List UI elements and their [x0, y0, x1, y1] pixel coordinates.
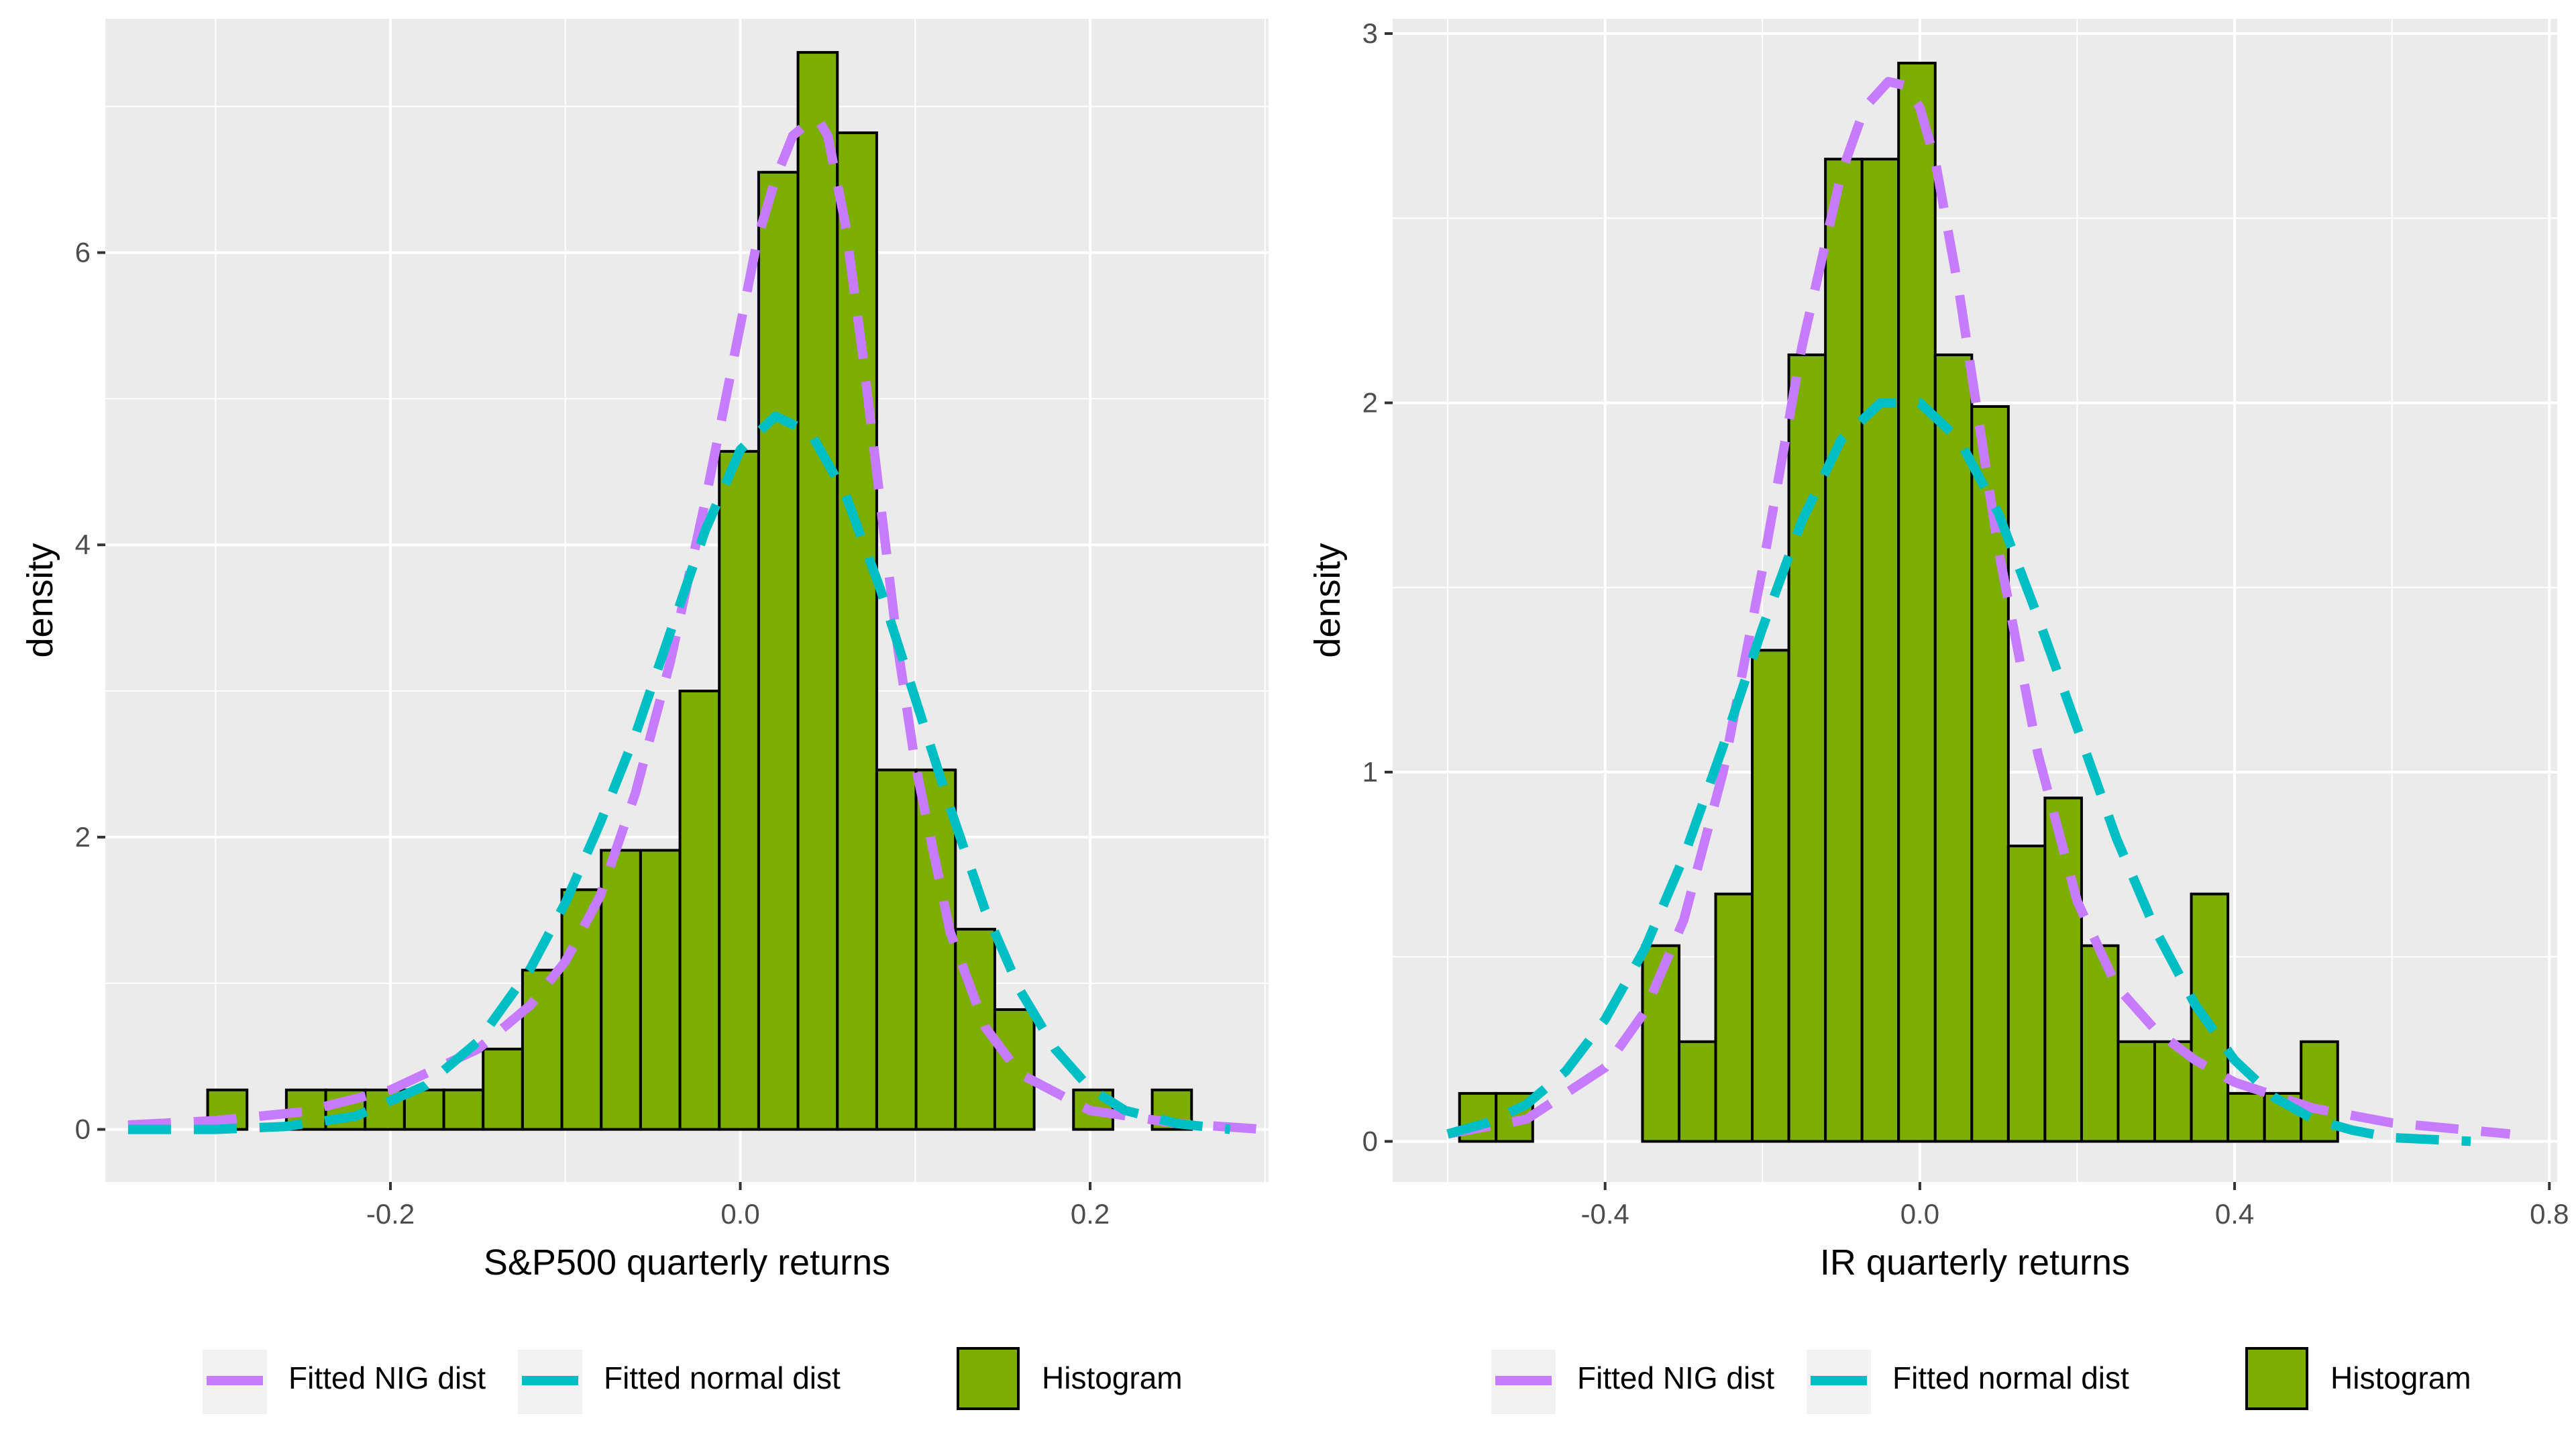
right-legend-histogram-swatch: [2245, 1347, 2308, 1410]
x-tick-label: 0.4: [2215, 1198, 2254, 1230]
left-legend-nig-label: Fitted NIG dist: [288, 1360, 486, 1395]
y-tick-label: 6: [75, 237, 91, 268]
histogram-bar: [1677, 1040, 1717, 1143]
histogram-bar: [1897, 62, 1937, 1143]
histogram-bar: [796, 51, 839, 1131]
nig-density-curve: [127, 116, 1266, 1134]
y-tick-label: 2: [75, 821, 91, 853]
left-chart: 0 2 4 6 -0.2 0.0 0.2 S&P500 quarterly returns…: [20, 19, 1269, 1414]
histogram-bar: [600, 849, 642, 1131]
left-legend-histogram-swatch: [957, 1347, 1020, 1410]
x-tick-label: 0.0: [720, 1198, 759, 1230]
left-y-axis-title: density: [20, 543, 60, 657]
histogram-bar: [993, 1008, 1036, 1131]
histogram-bar: [1751, 649, 1790, 1143]
histogram-bar: [1714, 892, 1754, 1143]
normal-density-curve: [1446, 398, 2471, 1146]
x-tick-label: 0.2: [1071, 1198, 1110, 1230]
histogram-bar: [442, 1088, 485, 1131]
y-tick-label: 0: [75, 1114, 91, 1145]
x-tick-label: -0.2: [366, 1198, 415, 1230]
left-legend: Fitted NIG dist Fitted normal dist Histo…: [203, 1347, 1183, 1414]
left-density-curves: [127, 116, 1266, 1134]
y-tick-label: 2: [1362, 386, 1378, 418]
x-tick-label: 0.8: [2530, 1198, 2569, 1230]
histogram-bar: [2006, 845, 2047, 1143]
left-y-axis: 0 2 4 6: [75, 237, 105, 1145]
left-legend-histogram-label: Histogram: [1042, 1360, 1183, 1395]
right-legend-histogram-label: Histogram: [2330, 1360, 2471, 1395]
histogram-bar: [836, 131, 878, 1131]
y-tick-label: 3: [1362, 17, 1378, 49]
right-legend-normal-label: Fitted normal dist: [1892, 1360, 2129, 1395]
histogram-bar: [2116, 1040, 2157, 1143]
histogram-bar: [521, 969, 564, 1131]
right-x-axis: -0.4 0.0 0.4 0.8: [1581, 1182, 2569, 1230]
histogram-bar: [757, 170, 800, 1131]
right-x-axis-title: IR quarterly returns: [1820, 1242, 2130, 1283]
histogram-bar: [1860, 158, 1900, 1143]
y-tick-label: 0: [1362, 1125, 1378, 1157]
histogram-bar: [678, 690, 721, 1131]
right-y-axis: 0 1 2 3: [1362, 17, 1393, 1157]
right-legend-nig-label: Fitted NIG dist: [1577, 1360, 1774, 1395]
histogram-bar: [2300, 1040, 2339, 1143]
histogram-bar: [482, 1047, 524, 1131]
histogram-bar: [914, 768, 957, 1131]
x-tick-label: -0.4: [1581, 1198, 1629, 1230]
right-legend: Fitted NIG dist Fitted normal dist Histo…: [1491, 1347, 2471, 1414]
histogram-bar: [2226, 1091, 2266, 1143]
left-legend-normal-label: Fitted normal dist: [604, 1360, 841, 1395]
left-x-axis-title: S&P500 quarterly returns: [484, 1242, 890, 1283]
histogram-bar: [875, 768, 918, 1131]
left-x-axis: -0.2 0.0 0.2: [366, 1182, 1110, 1230]
histogram-bar: [1933, 353, 1974, 1143]
histogram-bar: [639, 849, 682, 1131]
right-density-curves: [1446, 76, 2511, 1146]
histogram-bar: [718, 449, 760, 1131]
histogram-bar: [1824, 158, 1864, 1143]
y-tick-label: 1: [1362, 756, 1378, 788]
right-y-axis-title: density: [1307, 543, 1348, 657]
x-tick-label: 0.0: [1900, 1198, 1939, 1230]
histogram-bar: [2043, 796, 2083, 1143]
y-tick-label: 4: [75, 529, 91, 560]
histogram-bar: [2080, 944, 2120, 1143]
nig-density-curve: [1446, 76, 2511, 1139]
histogram-bar: [560, 888, 603, 1131]
right-histogram-bars: [1458, 62, 2339, 1143]
